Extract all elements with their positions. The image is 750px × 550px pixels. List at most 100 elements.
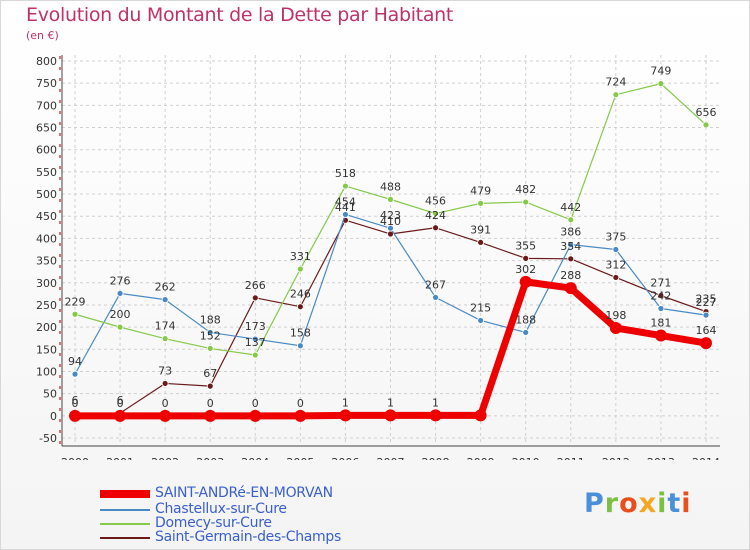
data-label: 6	[72, 394, 79, 407]
x-tick-label: 2000	[61, 456, 89, 460]
y-tick-label: 500	[36, 188, 57, 201]
data-label: 164	[695, 324, 716, 337]
legend-label: Chastellux-sur-Cure	[155, 501, 287, 517]
data-label: 442	[560, 201, 581, 214]
data-point	[71, 310, 79, 318]
data-point	[612, 246, 620, 253]
data-point	[339, 409, 352, 422]
data-label: 488	[380, 180, 401, 193]
data-point	[251, 335, 259, 343]
logo-letter: t	[667, 488, 682, 519]
data-point	[657, 305, 665, 312]
data-label: 246	[290, 288, 311, 301]
data-point	[71, 370, 79, 378]
data-label: 656	[695, 106, 716, 119]
data-point	[204, 409, 217, 422]
data-label: 375	[605, 231, 626, 244]
data-label: 94	[68, 355, 82, 368]
data-label: 749	[650, 65, 671, 78]
data-point	[522, 254, 530, 262]
logo-letter: o	[619, 488, 639, 519]
legend-label: Saint-Germain-des-Champs	[155, 529, 341, 545]
data-label: 174	[155, 320, 176, 333]
proxiti-logo: Proxiti	[584, 488, 692, 519]
x-tick-label: 2012	[602, 456, 630, 460]
data-label: 724	[605, 76, 626, 89]
data-point	[206, 382, 214, 390]
data-point	[387, 195, 394, 203]
data-label: 0	[72, 397, 79, 410]
y-tick-label: 550	[36, 166, 57, 179]
y-tick-label: 450	[36, 210, 57, 223]
logo-letter: i	[681, 488, 692, 519]
data-label: 456	[425, 195, 446, 208]
data-point	[161, 380, 169, 387]
data-point	[567, 255, 575, 263]
data-label: 67	[203, 367, 217, 380]
data-label: 479	[470, 184, 491, 197]
data-label: 262	[155, 281, 176, 294]
x-tick-label: 2008	[422, 456, 450, 460]
chart-title: Evolution du Montant de la Dette par Hab…	[26, 4, 454, 26]
legend-swatch	[100, 537, 150, 539]
y-tick-label: 200	[36, 321, 57, 334]
data-point	[477, 199, 485, 207]
data-label: 137	[245, 336, 266, 349]
data-point	[251, 351, 259, 359]
y-tick-label: 700	[36, 99, 57, 112]
data-label: 6	[117, 394, 124, 407]
data-point	[116, 323, 124, 331]
data-label: 173	[245, 320, 266, 333]
data-label: 355	[515, 239, 536, 252]
y-tick-label: 650	[36, 122, 57, 135]
data-label: 0	[162, 397, 169, 410]
data-point	[702, 311, 710, 319]
data-point	[612, 274, 620, 281]
data-label: 266	[245, 279, 266, 292]
y-tick-label: -50	[39, 432, 57, 445]
data-point	[432, 224, 439, 232]
data-label: 215	[470, 301, 491, 314]
data-label: 518	[335, 167, 356, 180]
y-tick-label: 400	[36, 232, 57, 245]
legend-swatch	[100, 509, 150, 511]
data-label: 0	[297, 397, 304, 410]
logo-letter: x	[638, 488, 658, 519]
data-label: 386	[560, 226, 581, 239]
y-tick-label: 100	[36, 365, 57, 378]
data-point	[432, 294, 439, 301]
data-point	[699, 337, 712, 350]
data-label: 188	[515, 313, 536, 326]
data-point	[116, 290, 124, 297]
data-point	[387, 224, 394, 232]
logo-letter: P	[584, 488, 605, 519]
data-label: 354	[560, 240, 581, 253]
x-tick-label: 2006	[331, 456, 359, 460]
data-label: 331	[290, 250, 311, 263]
data-point	[519, 275, 532, 288]
data-point	[206, 329, 214, 336]
data-label: 454	[335, 195, 356, 208]
data-point	[474, 409, 487, 422]
y-tick-label: 350	[36, 255, 57, 268]
data-label: 302	[515, 263, 536, 276]
data-point	[296, 265, 304, 273]
data-label: 181	[650, 317, 671, 330]
x-tick-label: 2010	[512, 456, 540, 460]
data-label: 391	[470, 223, 491, 236]
data-label: 423	[380, 209, 401, 222]
data-point	[564, 282, 577, 295]
data-point	[477, 317, 485, 324]
data-label: 1	[432, 396, 439, 409]
data-label: 424	[425, 209, 446, 222]
line-chart: -500501001502002503003504004505005506006…	[36, 55, 720, 460]
data-point	[251, 294, 259, 302]
x-tick-label: 2007	[376, 456, 404, 460]
data-point	[522, 329, 530, 336]
x-tick-label: 2005	[286, 456, 314, 460]
x-tick-label: 2009	[467, 456, 495, 460]
chart-subtitle: (en €)	[26, 29, 59, 42]
